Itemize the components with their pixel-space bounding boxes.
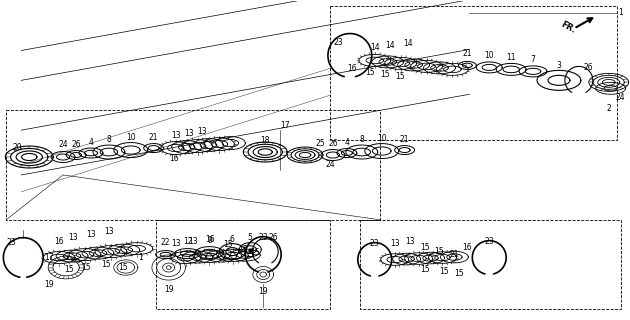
Text: 1: 1: [618, 8, 623, 17]
Text: 13: 13: [86, 230, 96, 239]
Text: 17: 17: [44, 253, 54, 262]
Text: 26: 26: [268, 233, 278, 242]
Text: 13: 13: [198, 127, 207, 136]
Text: 15: 15: [380, 70, 389, 79]
Text: 13: 13: [405, 237, 415, 246]
Text: 15: 15: [420, 243, 429, 252]
Text: 13: 13: [171, 131, 180, 140]
Text: 26: 26: [328, 139, 338, 148]
Text: 15: 15: [365, 68, 375, 77]
Text: 15: 15: [251, 248, 260, 257]
Text: 17: 17: [280, 121, 290, 130]
Text: 23: 23: [370, 239, 379, 248]
Text: 14: 14: [385, 41, 394, 50]
Text: 15: 15: [81, 263, 91, 272]
Text: 26: 26: [71, 140, 81, 148]
Text: 16: 16: [54, 237, 64, 246]
Text: 10: 10: [126, 132, 135, 141]
Text: 25: 25: [315, 139, 325, 148]
Text: 26: 26: [584, 63, 593, 72]
Text: 6: 6: [230, 235, 235, 244]
Text: 14: 14: [370, 43, 379, 52]
Bar: [330, 6, 617, 140]
Text: 21: 21: [149, 132, 159, 141]
Text: FR.: FR.: [559, 20, 577, 35]
Text: 10: 10: [377, 133, 387, 143]
Text: 13: 13: [171, 239, 180, 248]
Text: 16: 16: [347, 64, 357, 73]
Text: 21: 21: [450, 250, 459, 259]
Text: 7: 7: [530, 55, 536, 64]
Text: 3: 3: [556, 61, 561, 70]
Text: 23: 23: [484, 237, 494, 246]
Text: 15: 15: [64, 265, 74, 274]
Text: 16: 16: [462, 243, 472, 252]
Text: 15: 15: [118, 263, 128, 272]
Text: 9: 9: [207, 236, 212, 245]
Text: 24: 24: [59, 140, 68, 148]
Text: 1: 1: [139, 253, 143, 262]
Text: 2: 2: [606, 104, 611, 113]
Text: 15: 15: [440, 267, 449, 276]
Text: 15: 15: [395, 72, 404, 81]
Text: 16: 16: [169, 154, 178, 163]
Text: 10: 10: [484, 51, 494, 60]
Text: 23: 23: [258, 233, 268, 242]
Bar: [360, 220, 621, 309]
Text: 4: 4: [89, 138, 93, 147]
Text: 15: 15: [455, 269, 464, 278]
Text: 13: 13: [390, 239, 399, 248]
Text: 8: 8: [360, 135, 364, 144]
Text: 8: 8: [106, 135, 112, 144]
Text: 13: 13: [184, 129, 193, 138]
Text: 15: 15: [420, 265, 429, 274]
Text: 5: 5: [248, 233, 253, 242]
Text: 11: 11: [507, 53, 516, 62]
Text: 24: 24: [325, 160, 335, 170]
Bar: [6, 110, 380, 220]
Text: 13: 13: [104, 227, 113, 236]
Text: 24: 24: [616, 93, 626, 102]
Text: 14: 14: [403, 39, 413, 48]
Text: 15: 15: [435, 247, 444, 256]
Text: 21: 21: [462, 49, 472, 58]
Text: 20: 20: [13, 142, 22, 152]
Bar: [156, 220, 330, 309]
Text: 23: 23: [6, 238, 16, 247]
Text: 15: 15: [101, 260, 111, 269]
Text: 15: 15: [239, 245, 248, 254]
Text: 16: 16: [205, 235, 215, 244]
Text: 19: 19: [258, 287, 268, 296]
Text: 23: 23: [333, 38, 343, 47]
Text: 12: 12: [183, 237, 192, 246]
Text: 13: 13: [188, 237, 197, 246]
Text: 19: 19: [44, 280, 54, 289]
Text: 13: 13: [68, 233, 78, 242]
Text: 4: 4: [345, 138, 349, 147]
Text: 15: 15: [224, 240, 233, 249]
Text: 21: 21: [400, 135, 410, 144]
Text: 19: 19: [164, 285, 173, 294]
Text: 18: 18: [260, 136, 270, 145]
Text: 22: 22: [161, 238, 170, 247]
